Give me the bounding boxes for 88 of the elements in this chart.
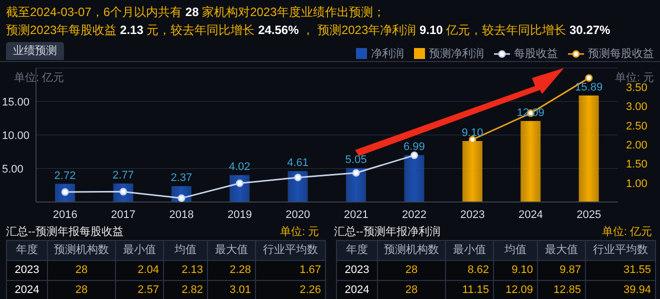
text: 最小值	[445, 241, 493, 260]
y2-tick-label: 3.50	[626, 82, 648, 94]
text: 行业平均数	[585, 241, 655, 260]
y2-tick-label: 2.00	[626, 139, 648, 152]
y2-tick-label: 3.00	[626, 101, 648, 114]
data-label: 4.02	[228, 161, 250, 174]
data-label: 2.37	[170, 172, 192, 184]
x-tick-label: 2021	[344, 208, 368, 221]
bar	[520, 120, 541, 202]
text: 28	[47, 261, 115, 280]
text: 最小值	[115, 241, 163, 260]
text: 28	[377, 281, 445, 299]
text: 最大值	[207, 241, 255, 260]
x-tick-label: 2022	[402, 208, 427, 221]
text: 12.09	[493, 281, 537, 299]
text: 2.57	[115, 281, 163, 299]
y-tick-label: 5.00	[2, 163, 24, 176]
x-tick-label: 2024	[518, 208, 543, 221]
text: 业绩预测	[6, 42, 64, 60]
point	[178, 194, 186, 202]
text: 单位: 亿元	[602, 225, 652, 239]
text: 39.94	[585, 281, 655, 299]
data-label: 5.05	[345, 154, 367, 166]
text: 预测机构数	[47, 241, 115, 260]
y2-tick-label: 1.50	[626, 158, 648, 171]
point	[585, 74, 593, 82]
text: 2.82	[163, 281, 207, 299]
legend-label: 预测净利润	[429, 47, 484, 61]
data-label: 4.61	[287, 157, 309, 170]
text: 11.15	[445, 281, 493, 299]
bar	[462, 141, 482, 202]
y2-tick-label: 2.50	[626, 120, 648, 132]
x-tick-label: 2023	[460, 208, 485, 221]
data-label: 2.77	[112, 169, 134, 182]
y2-axis-title: 单位: 元	[614, 71, 654, 84]
text: 28	[377, 261, 445, 280]
text: 2.28	[207, 261, 255, 280]
y-tick-label: 10.00	[2, 130, 30, 142]
text: 31.55	[585, 261, 655, 280]
y2-tick-label: 1.00	[626, 178, 648, 190]
data-label: 9.10	[462, 127, 484, 140]
text: 预测机构数	[377, 241, 445, 260]
legend-label: 预测每股收益	[588, 47, 654, 61]
bar	[578, 96, 599, 202]
bar	[346, 168, 366, 202]
text: 最大值	[537, 241, 585, 260]
x-tick-label: 2025	[576, 208, 602, 221]
text: 1.67	[255, 261, 325, 280]
text: 9.10	[493, 261, 537, 280]
data-label: 2.72	[54, 170, 76, 182]
text: 行业平均数	[255, 241, 325, 260]
text: 8.62	[445, 261, 493, 280]
text: 年度	[345, 242, 369, 258]
text: 2024	[14, 283, 40, 298]
text: 2.26	[255, 281, 325, 299]
text: 2024	[344, 283, 370, 298]
text: 汇总--预测年报净利润	[334, 225, 440, 239]
text: 2.13	[163, 261, 207, 280]
x-tick-label: 2017	[111, 208, 136, 221]
text: 均值	[493, 241, 537, 260]
text: 12.85	[537, 281, 585, 299]
point	[236, 179, 244, 187]
text: 均值	[163, 241, 207, 260]
x-tick-label: 2019	[227, 208, 252, 221]
point	[352, 169, 360, 177]
x-tick-label: 2018	[169, 208, 194, 221]
text: 2023	[14, 263, 40, 278]
y-axis-title: 单位: 亿元	[14, 71, 64, 85]
text: 3.01	[207, 281, 255, 299]
text: 年度	[15, 242, 39, 258]
bar	[404, 155, 424, 202]
data-label: 15.89	[575, 82, 603, 94]
chart-subtitle: 预测2023年每股收益 2.13 元，较去年同比增长 24.56% ， 预测2023年净利润 9.10 亿元，较去年同比增长 30.27%	[6, 23, 610, 37]
data-label: 6.99	[403, 141, 425, 154]
point	[410, 152, 418, 160]
text: 28	[47, 281, 115, 299]
legend-label: 每股收益	[514, 47, 558, 61]
text: 2.04	[115, 261, 163, 280]
text: 2023	[344, 263, 370, 278]
text: 9.87	[537, 261, 585, 280]
y-tick-label: 15.00	[2, 96, 30, 108]
text: 汇总--预测年报每股收益	[6, 225, 124, 239]
x-tick-label: 2020	[286, 208, 310, 221]
legend-label: 净利润	[371, 47, 404, 61]
x-tick-label: 2016	[52, 208, 78, 221]
point	[294, 174, 302, 182]
text: 单位: 元	[280, 225, 320, 239]
chart-title: 截至2024-03-07，6个月以内共有 28 家机构对2023年度业绩作出预测；	[6, 5, 385, 19]
